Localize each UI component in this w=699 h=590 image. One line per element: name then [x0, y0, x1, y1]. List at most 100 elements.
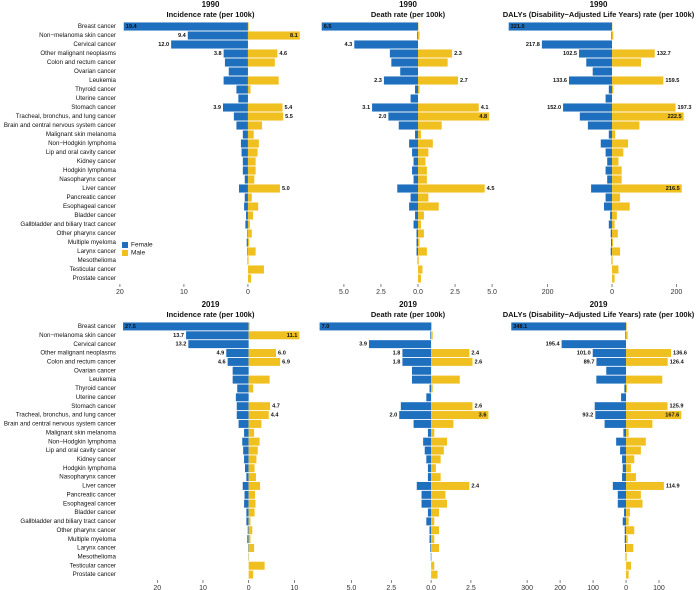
value-label: 3.6 — [479, 413, 487, 419]
male-bar — [612, 76, 664, 85]
value-label: 125.9 — [670, 404, 684, 410]
value-label: 4.6 — [218, 359, 226, 365]
category-label: Leukemia — [89, 77, 116, 84]
male-bar — [612, 202, 630, 211]
category-label: Testicular cancer — [70, 266, 116, 273]
panel-subtitle: Incidence rate (per 100k) — [167, 10, 255, 19]
x-tick-label: 2.5 — [386, 585, 396, 590]
male-bar — [626, 375, 663, 384]
category-label: Other pharynx cancer — [57, 527, 117, 534]
female-bar — [400, 402, 432, 411]
value-label: 93.2 — [582, 413, 593, 419]
female-bar — [594, 402, 627, 411]
category-label: Mesothelioma — [77, 553, 116, 560]
male-bar — [418, 85, 420, 94]
value-label: 4.7 — [272, 404, 280, 410]
female-bar — [246, 473, 249, 482]
legend-swatch — [122, 250, 128, 256]
male-bar — [247, 85, 251, 94]
female-bar — [587, 121, 613, 130]
male-bar — [626, 552, 627, 561]
female-bar — [624, 526, 627, 535]
value-label: 321.0 — [511, 24, 525, 30]
male-bar — [248, 561, 265, 570]
female-bar — [236, 402, 249, 411]
female-bar — [223, 76, 248, 85]
female-bar — [242, 157, 248, 166]
male-bar — [247, 256, 249, 265]
value-label: 6.5 — [324, 24, 332, 30]
value-label: 3.8 — [214, 51, 222, 57]
female-bar — [607, 175, 613, 184]
category-label: Colon and rectum cancer — [47, 59, 116, 66]
female-bar — [247, 229, 248, 238]
female-bar — [389, 49, 418, 58]
male-bar — [418, 247, 427, 256]
category-label: Non−Hodgkin lymphoma — [48, 140, 116, 147]
value-label: 3.9 — [213, 105, 221, 111]
female-bar — [416, 247, 418, 256]
female-bar — [398, 121, 418, 130]
female-bar — [620, 446, 627, 455]
male-bar — [418, 49, 453, 58]
male-bar — [626, 455, 635, 464]
male-bar — [612, 211, 617, 220]
x-tick-label: 2.5 — [466, 585, 476, 590]
male-bar — [431, 473, 441, 482]
x-tick-label: 0 — [247, 585, 251, 590]
male-bar — [418, 211, 424, 220]
female-bar — [427, 428, 432, 437]
male-bar — [626, 428, 629, 437]
male-bar — [612, 49, 655, 58]
category-label: Leukemia — [89, 376, 116, 383]
female-bar — [610, 247, 613, 256]
male-bar — [247, 193, 252, 202]
male-bar — [431, 419, 454, 428]
male-bar — [248, 375, 270, 384]
category-label: Mesothelioma — [77, 257, 116, 264]
legend-swatch — [122, 242, 128, 248]
x-tick-label: 20 — [116, 289, 124, 296]
value-label: 222.5 — [668, 114, 682, 120]
female-bar — [563, 103, 613, 112]
male-bar — [431, 411, 489, 420]
female-bar — [242, 166, 248, 175]
male-bar — [612, 247, 621, 256]
female-bar — [410, 193, 418, 202]
value-label: 6.0 — [278, 351, 286, 357]
category-label: Brain and central nervous system cancer — [4, 122, 116, 129]
panel-subtitle: Incidence rate (per 100k) — [167, 310, 255, 319]
female-bar — [224, 58, 248, 67]
category-label: Thyroid cancer — [75, 385, 116, 392]
female-bar — [413, 157, 418, 166]
x-tick-label: 10 — [180, 289, 188, 296]
value-label: 1.8 — [393, 359, 401, 365]
male-bar — [248, 446, 258, 455]
value-label: 4.4 — [271, 413, 280, 419]
x-tick-label: 200 — [542, 289, 554, 296]
female-bar — [595, 411, 627, 420]
male-bar — [612, 139, 629, 148]
male-bar — [247, 49, 278, 58]
female-bar — [412, 166, 418, 175]
value-label: 7.0 — [322, 324, 330, 330]
female-bar — [608, 220, 613, 229]
female-bar — [247, 535, 249, 544]
female-bar — [561, 340, 627, 349]
male-bar — [248, 419, 262, 428]
male-bar — [626, 402, 668, 411]
value-label: 152.0 — [547, 105, 561, 111]
male-bar — [431, 464, 436, 473]
female-bar — [399, 411, 432, 420]
male-bar — [612, 31, 614, 40]
female-bar — [610, 229, 613, 238]
male-bar — [612, 220, 615, 229]
female-bar — [238, 94, 248, 103]
male-bar — [248, 490, 256, 499]
female-bar — [611, 238, 613, 247]
male-bar — [248, 437, 260, 446]
female-bar — [579, 49, 613, 58]
female-bar — [242, 437, 249, 446]
female-bar — [186, 331, 249, 340]
